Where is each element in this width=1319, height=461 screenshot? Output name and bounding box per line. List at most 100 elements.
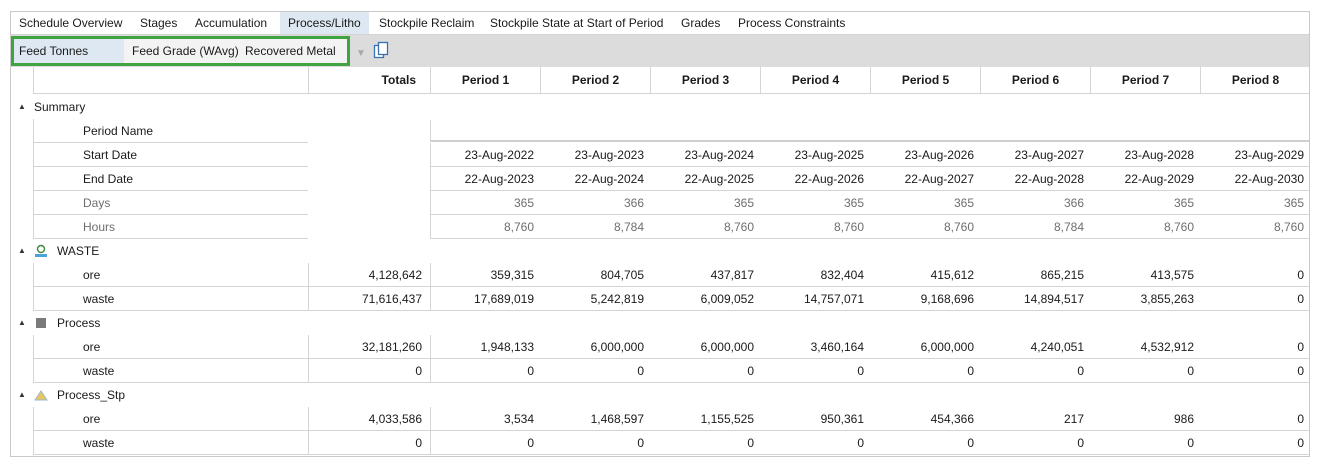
cell-value[interactable]: 23-Aug-2024 — [650, 143, 760, 167]
tab-stockpile-reclaim[interactable]: Stockpile Reclaim — [379, 16, 475, 30]
cell-value[interactable]: 366 — [980, 191, 1090, 215]
cell-value[interactable] — [430, 120, 540, 142]
cell-value[interactable]: 0 — [1200, 407, 1309, 431]
cell-value[interactable]: 8,760 — [1200, 215, 1309, 239]
cell-value[interactable]: 0 — [540, 431, 650, 455]
collapse-caret-icon[interactable]: ▲ — [18, 318, 26, 327]
cell-value[interactable]: 3,460,164 — [760, 335, 870, 359]
column-header-period[interactable]: Period 7 — [1090, 67, 1200, 94]
cell-value[interactable]: 8,760 — [1090, 215, 1200, 239]
cell-value[interactable]: 3,534 — [430, 407, 540, 431]
cell-value[interactable] — [870, 120, 980, 142]
cell-value[interactable]: 413,575 — [1090, 263, 1200, 287]
cell-value[interactable]: 22-Aug-2026 — [760, 167, 870, 191]
tab-grades[interactable]: Grades — [681, 16, 721, 30]
column-header-period[interactable]: Period 3 — [650, 67, 760, 94]
cell-value[interactable]: 865,215 — [980, 263, 1090, 287]
cell-value[interactable]: 22-Aug-2028 — [980, 167, 1090, 191]
tab-accumulation[interactable]: Accumulation — [195, 16, 268, 30]
tab-stockpile-state-at-start-of-period[interactable]: Stockpile State at Start of Period — [490, 16, 664, 30]
cell-value[interactable]: 366 — [540, 191, 650, 215]
cell-value[interactable]: 4,532,912 — [1090, 335, 1200, 359]
filter-icon[interactable]: ▼ — [356, 48, 366, 59]
cell-value[interactable]: 4,240,051 — [980, 335, 1090, 359]
cell-value[interactable]: 23-Aug-2029 — [1200, 143, 1309, 167]
cell-value[interactable]: 3,855,263 — [1090, 287, 1200, 311]
cell-total[interactable]: 71,616,437 — [308, 287, 430, 311]
cell-total[interactable]: 4,033,586 — [308, 407, 430, 431]
cell-value[interactable] — [540, 120, 650, 142]
collapse-caret-icon[interactable]: ▲ — [18, 246, 26, 255]
cell-value[interactable]: 804,705 — [540, 263, 650, 287]
cell-value[interactable]: 17,689,019 — [430, 287, 540, 311]
cell-value[interactable] — [1200, 120, 1309, 142]
cell-value[interactable]: 0 — [980, 431, 1090, 455]
cell-value[interactable]: 0 — [540, 359, 650, 383]
cell-value[interactable]: 1,468,597 — [540, 407, 650, 431]
cell-value[interactable]: 0 — [760, 431, 870, 455]
cell-value[interactable]: 454,366 — [870, 407, 980, 431]
cell-value[interactable]: 8,760 — [760, 215, 870, 239]
column-header-period[interactable]: Period 8 — [1200, 67, 1309, 94]
cell-value[interactable]: 14,757,071 — [760, 287, 870, 311]
cell-value[interactable] — [650, 120, 760, 142]
column-header-period[interactable]: Period 2 — [540, 67, 650, 94]
cell-value[interactable]: 365 — [870, 191, 980, 215]
subtab-recovered-metal[interactable]: Recovered Metal — [245, 44, 336, 58]
column-header-totals[interactable]: Totals — [308, 67, 430, 94]
cell-total[interactable]: 32,181,260 — [308, 335, 430, 359]
subtab-feed-tonnes[interactable]: Feed Tonnes — [14, 39, 124, 63]
column-header-period[interactable]: Period 6 — [980, 67, 1090, 94]
cell-value[interactable]: 986 — [1090, 407, 1200, 431]
cell-value[interactable]: 22-Aug-2027 — [870, 167, 980, 191]
cell-value[interactable]: 23-Aug-2028 — [1090, 143, 1200, 167]
cell-value[interactable]: 0 — [650, 359, 760, 383]
column-header-period[interactable]: Period 5 — [870, 67, 980, 94]
subtab-feed-grade-wavg-[interactable]: Feed Grade (WAvg) — [132, 44, 239, 58]
cell-value[interactable]: 0 — [1200, 431, 1309, 455]
cell-value[interactable]: 437,817 — [650, 263, 760, 287]
cell-value[interactable]: 0 — [1200, 287, 1309, 311]
cell-value[interactable]: 23-Aug-2025 — [760, 143, 870, 167]
cell-value[interactable]: 5,242,819 — [540, 287, 650, 311]
cell-value[interactable]: 8,784 — [980, 215, 1090, 239]
cell-value[interactable]: 23-Aug-2027 — [980, 143, 1090, 167]
cell-value[interactable]: 0 — [870, 359, 980, 383]
cell-value[interactable]: 359,315 — [430, 263, 540, 287]
cell-value[interactable]: 415,612 — [870, 263, 980, 287]
cell-value[interactable]: 23-Aug-2026 — [870, 143, 980, 167]
cell-value[interactable]: 217 — [980, 407, 1090, 431]
tab-stages[interactable]: Stages — [140, 16, 178, 30]
cell-value[interactable]: 8,760 — [650, 215, 760, 239]
tab-process-constraints[interactable]: Process Constraints — [738, 16, 846, 30]
cell-value[interactable]: 950,361 — [760, 407, 870, 431]
cell-value[interactable]: 8,760 — [430, 215, 540, 239]
column-header-period[interactable]: Period 4 — [760, 67, 870, 94]
cell-value[interactable]: 22-Aug-2029 — [1090, 167, 1200, 191]
cell-value[interactable]: 9,168,696 — [870, 287, 980, 311]
collapse-caret-icon[interactable]: ▲ — [18, 102, 26, 111]
cell-value[interactable] — [1090, 120, 1200, 142]
cell-value[interactable]: 6,000,000 — [650, 335, 760, 359]
cell-total[interactable]: 0 — [308, 359, 430, 383]
cell-value[interactable]: 0 — [650, 431, 760, 455]
cell-value[interactable]: 14,894,517 — [980, 287, 1090, 311]
cell-value[interactable]: 0 — [430, 431, 540, 455]
cell-value[interactable]: 6,000,000 — [540, 335, 650, 359]
cell-value[interactable]: 0 — [1090, 359, 1200, 383]
cell-value[interactable]: 23-Aug-2022 — [430, 143, 540, 167]
tab-process-litho[interactable]: Process/Litho — [280, 12, 369, 34]
cell-value[interactable]: 365 — [650, 191, 760, 215]
cell-value[interactable]: 22-Aug-2024 — [540, 167, 650, 191]
cell-value[interactable]: 365 — [1200, 191, 1309, 215]
cell-value[interactable]: 8,784 — [540, 215, 650, 239]
cell-value[interactable]: 8,760 — [870, 215, 980, 239]
tab-schedule-overview[interactable]: Schedule Overview — [19, 16, 123, 30]
column-header-period[interactable]: Period 1 — [430, 67, 540, 94]
cell-value[interactable]: 1,155,525 — [650, 407, 760, 431]
cell-value[interactable]: 22-Aug-2030 — [1200, 167, 1309, 191]
cell-value[interactable]: 832,404 — [760, 263, 870, 287]
cell-value[interactable]: 0 — [760, 359, 870, 383]
collapse-caret-icon[interactable]: ▲ — [18, 390, 26, 399]
cell-total[interactable]: 4,128,642 — [308, 263, 430, 287]
